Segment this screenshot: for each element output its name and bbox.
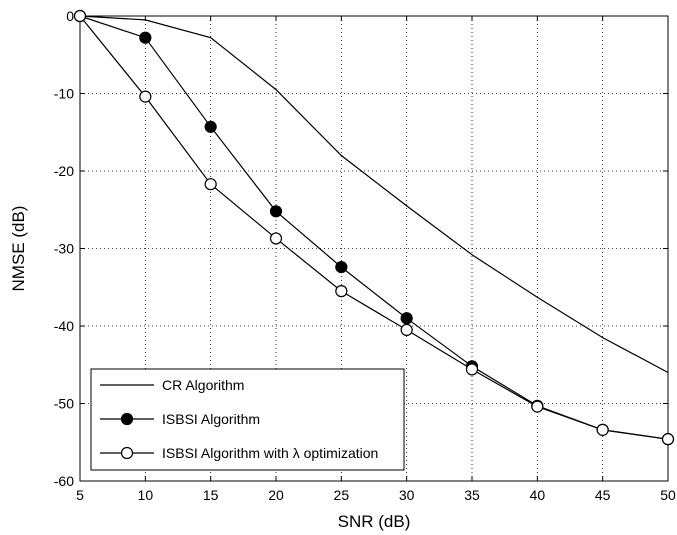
series-line [79, 15, 669, 440]
data-point [204, 120, 217, 133]
data-point [400, 312, 413, 325]
data-point [400, 323, 413, 336]
x-tick-label: 40 [530, 487, 546, 503]
x-axis-label: SNR (dB) [338, 512, 411, 531]
x-tick-label: 15 [203, 487, 219, 503]
data-point [269, 205, 283, 218]
legend-label: CR Algorithm [162, 377, 244, 393]
y-tick-label: -40 [54, 318, 74, 334]
x-tick-label: 10 [138, 487, 154, 503]
series-line [79, 15, 669, 374]
legend-label: ISBSI Algorithm [162, 411, 260, 427]
data-point [465, 363, 479, 376]
grid [80, 16, 668, 481]
data-point [661, 433, 675, 446]
y-tick-label: -30 [54, 241, 74, 257]
data-point [269, 232, 283, 245]
series-3 [73, 9, 675, 446]
series-lines [73, 9, 675, 446]
data-point [335, 261, 348, 274]
data-point [139, 90, 152, 103]
legend-marker [120, 446, 134, 460]
legend-label: ISBSI Algorithm with λ optimization [162, 445, 378, 461]
y-tick-label: 0 [66, 8, 74, 24]
x-tick-label: 50 [660, 487, 676, 503]
series-1 [79, 15, 669, 374]
data-point [335, 285, 348, 298]
y-tick-label: -60 [54, 473, 74, 489]
x-tick-label: 5 [76, 487, 84, 503]
y-tick-label: -10 [54, 86, 74, 102]
y-tick-label: -20 [54, 163, 74, 179]
data-point [204, 178, 217, 191]
x-tick-label: 20 [268, 487, 284, 503]
legend-entry: CR Algorithm [100, 377, 244, 393]
data-point [531, 400, 544, 413]
legend: CR Algorithm ISBSI Algorithm ISBSI Algorit… [90, 368, 405, 471]
x-tick-label: 25 [334, 487, 350, 503]
axis-ticks: 5 10 15 20 25 30 35 40 45 50 0 -10 -20 -30 -40 -50 -60 [54, 8, 676, 503]
x-tick-label: 30 [399, 487, 415, 503]
y-tick-label: -50 [54, 396, 74, 412]
legend-marker [120, 412, 134, 426]
legend-entry: ISBSI Algorithm with λ optimization [100, 445, 378, 461]
data-point [596, 423, 609, 436]
data-point [73, 9, 87, 23]
legend-entry: ISBSI Algorithm [100, 411, 260, 427]
data-point [139, 31, 152, 44]
y-axis-label: NMSE (dB) [9, 206, 28, 292]
x-tick-label: 35 [464, 487, 480, 503]
x-tick-label: 45 [595, 487, 611, 503]
